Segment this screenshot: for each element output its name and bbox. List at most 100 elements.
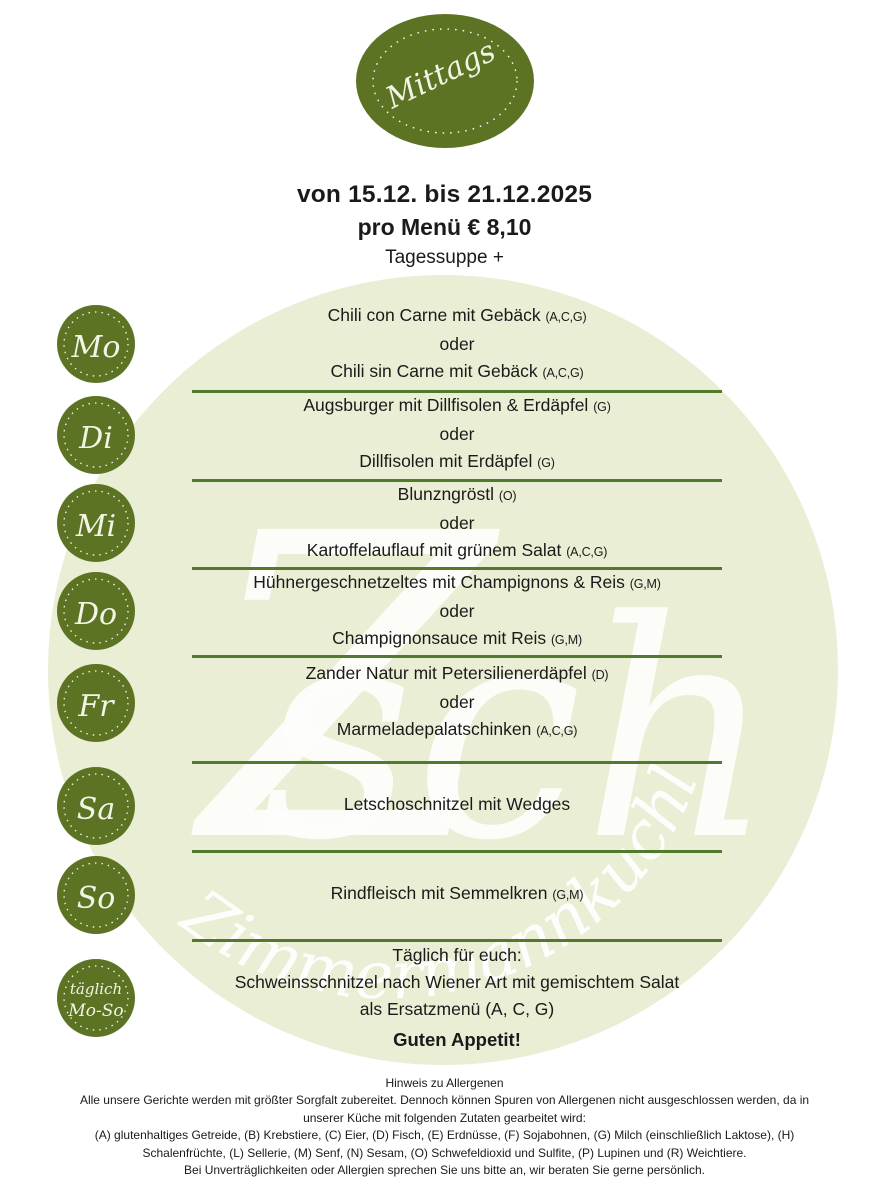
dish-primary: Letschoschnitzel mit Wedges bbox=[192, 791, 722, 820]
dish-name: Hühnergeschnetzeltes mit Champignons & R… bbox=[253, 571, 625, 592]
bon-appetit: Guten Appetit! bbox=[393, 1028, 521, 1050]
dish-allergens: (O) bbox=[498, 488, 517, 503]
dish-name: Augsburger mit Dillfisolen & Erdäpfel bbox=[303, 395, 589, 415]
dish-primary: Hühnergeschnetzeltes mit Champignons & R… bbox=[192, 569, 722, 598]
backdrop-circle bbox=[48, 275, 838, 1065]
dish-separator: oder bbox=[439, 692, 475, 712]
row-divider bbox=[192, 479, 722, 482]
dish-primary: Chili con Carne mit Gebäck (A,C,G) bbox=[192, 302, 722, 331]
badge-cell: Mo bbox=[0, 305, 192, 383]
menu-row-daily: täglich Mo-So Täglich für euch: Schweins… bbox=[0, 939, 889, 1057]
dish-separator: oder bbox=[439, 333, 475, 354]
dish-primary: Rindfleisch mit Semmelkren (G,M) bbox=[192, 880, 722, 909]
day-badge-label: Do bbox=[74, 597, 117, 632]
dish-allergens: (D) bbox=[591, 668, 609, 682]
day-badge-monday: Mo bbox=[57, 305, 135, 383]
dish-allergens: (A,C,G) bbox=[566, 544, 608, 559]
dish-separator: oder bbox=[439, 512, 475, 533]
day-badge-wednesday: Mi bbox=[57, 484, 135, 562]
dish-name: Blunzngröstl bbox=[397, 483, 494, 504]
dish-name: Rindfleisch mit Semmelkren bbox=[330, 883, 548, 903]
badge-cell: täglich Mo-So bbox=[0, 959, 192, 1037]
day-badge-saturday: Sa bbox=[57, 766, 135, 845]
menu-row-monday: Mo Chili con Carne mit Gebäck (A,C,G) od… bbox=[0, 298, 889, 390]
badge-cell: So bbox=[0, 855, 192, 934]
dishes-cell: Chili con Carne mit Gebäck (A,C,G) oder … bbox=[192, 302, 889, 387]
daily-dishes-cell: Täglich für euch: Schweinsschnitzel nach… bbox=[192, 942, 889, 1055]
daily-line-1: Täglich für euch: bbox=[392, 944, 522, 965]
dish-alternate: Chili sin Carne mit Gebäck (A,C,G) bbox=[192, 358, 722, 387]
dish-primary: Blunzngröstl (O) bbox=[192, 481, 722, 510]
daily-line-3-allergens: (A, C, G) bbox=[485, 998, 555, 1019]
footer-line-5: Bei Unverträglichkeiten oder Allergien s… bbox=[184, 1163, 705, 1177]
dishes-cell: Zander Natur mit Petersilienerdäpfel (D)… bbox=[192, 660, 889, 745]
menu-row-friday: Fr Zander Natur mit Petersilienerdäpfel … bbox=[0, 655, 889, 750]
dish-name: Kartoffelauflauf mit grünem Salat bbox=[306, 539, 562, 560]
dishes-cell: Blunzngröstl (O) oder Kartoffelauflauf m… bbox=[192, 481, 889, 566]
price-line: pro Menü € 8,10 bbox=[357, 214, 532, 240]
day-badge-label: So bbox=[77, 881, 116, 916]
dish-allergens: (A,C,G) bbox=[545, 309, 587, 324]
dish-allergens: (G,M) bbox=[550, 632, 582, 647]
dish-alternate: Kartoffelauflauf mit grünem Salat (A,C,G… bbox=[192, 537, 722, 566]
row-divider bbox=[192, 567, 722, 570]
footer-line-3: (A) glutenhaltiges Getreide, (B) Krebsti… bbox=[94, 1128, 795, 1142]
stamp-seal-logo: Mittagsmenü bbox=[355, 14, 534, 149]
dish-separator: oder bbox=[439, 424, 475, 444]
menu-table: Mo Chili con Carne mit Gebäck (A,C,G) od… bbox=[0, 298, 889, 1057]
menu-row-tuesday: Di Augsburger mit Dillfisolen & Erdäpfel… bbox=[0, 390, 889, 479]
badge-cell: Sa bbox=[0, 766, 192, 845]
dish-allergens: (A,C,G) bbox=[542, 365, 584, 380]
day-badge-friday: Fr bbox=[57, 663, 135, 742]
daily-line-2: Schweinsschnitzel nach Wiener Art mit ge… bbox=[234, 971, 680, 992]
dish-name: Zander Natur mit Petersilienerdäpfel bbox=[305, 663, 587, 683]
dish-primary: Augsburger mit Dillfisolen & Erdäpfel (G… bbox=[192, 392, 722, 421]
menu-row-thursday: Do Hühnergeschnetzeltes mit Champignons … bbox=[0, 567, 889, 655]
dish-primary: Zander Natur mit Petersilienerdäpfel (D) bbox=[192, 660, 722, 689]
dish-name: Chili sin Carne mit Gebäck bbox=[330, 360, 538, 381]
row-divider bbox=[192, 761, 722, 764]
dish-alternate: Dillfisolen mit Erdäpfel (G) bbox=[192, 448, 722, 477]
day-badge-thursday: Do bbox=[57, 572, 135, 650]
footer-line-1: Alle unsere Gerichte werden mit größter … bbox=[79, 1093, 810, 1107]
dish-alternate: Champignonsauce mit Reis (G,M) bbox=[192, 625, 722, 654]
dish-allergens: (G) bbox=[593, 400, 611, 414]
date-range: von 15.12. bis 21.12.2025 bbox=[296, 181, 593, 208]
day-badge-label: Mo bbox=[71, 330, 121, 365]
menu-row-saturday: Sa Letschoschnitzel mit Wedges bbox=[0, 761, 889, 850]
footer-line-2: unserer Küche mit folgenden Zutaten gear… bbox=[303, 1110, 586, 1125]
dish-allergens: (A,C,G) bbox=[536, 724, 578, 738]
dish-separator: oder bbox=[439, 600, 475, 621]
dish-name: Champignonsauce mit Reis bbox=[332, 627, 547, 648]
dishes-cell: Hühnergeschnetzeltes mit Champignons & R… bbox=[192, 569, 889, 654]
day-badge-label: Fr bbox=[77, 689, 115, 724]
dish-allergens: (G,M) bbox=[552, 888, 584, 902]
dishes-cell: Augsburger mit Dillfisolen & Erdäpfel (G… bbox=[192, 392, 889, 477]
day-badge-label: Di bbox=[78, 421, 113, 456]
row-divider bbox=[192, 390, 722, 393]
dish-allergens: (G) bbox=[537, 456, 555, 470]
badge-cell: Di bbox=[0, 395, 192, 474]
footer-line-4: Schalenfrüchte, (L) Sellerie, (M) Senf, … bbox=[142, 1145, 747, 1160]
dishes-cell: Letschoschnitzel mit Wedges bbox=[192, 791, 889, 820]
day-badge-tuesday: Di bbox=[57, 395, 135, 474]
row-divider bbox=[192, 850, 722, 853]
allergen-footer: Hinweis zu Allergenen Alle unsere Gerich… bbox=[0, 1074, 889, 1180]
dish-name: Letschoschnitzel mit Wedges bbox=[343, 794, 571, 814]
daily-badge-line-2: Mo-So bbox=[67, 1001, 123, 1021]
row-divider bbox=[192, 655, 722, 658]
soup-line: Tagessuppe + bbox=[385, 247, 504, 268]
daily-badge-line-1: täglich bbox=[70, 980, 122, 998]
dish-name: Chili con Carne mit Gebäck bbox=[327, 304, 541, 325]
day-badge-sunday: So bbox=[57, 855, 135, 934]
dishes-cell: Rindfleisch mit Semmelkren (G,M) bbox=[192, 880, 889, 909]
badge-cell: Fr bbox=[0, 663, 192, 742]
menu-row-sunday: So Rindfleisch mit Semmelkren (G,M) bbox=[0, 850, 889, 939]
footer-title: Hinweis zu Allergenen bbox=[385, 1076, 504, 1090]
dish-alternate: Marmeladepalatschinken (A,C,G) bbox=[192, 716, 722, 745]
logo-container: Mittagsmenü bbox=[0, 14, 889, 154]
daily-line-3-name: als Ersatzmenü bbox=[359, 998, 481, 1019]
day-badge-label: Mi bbox=[75, 509, 116, 544]
daily-line-3: als Ersatzmenü (A, C, G) bbox=[192, 996, 722, 1023]
